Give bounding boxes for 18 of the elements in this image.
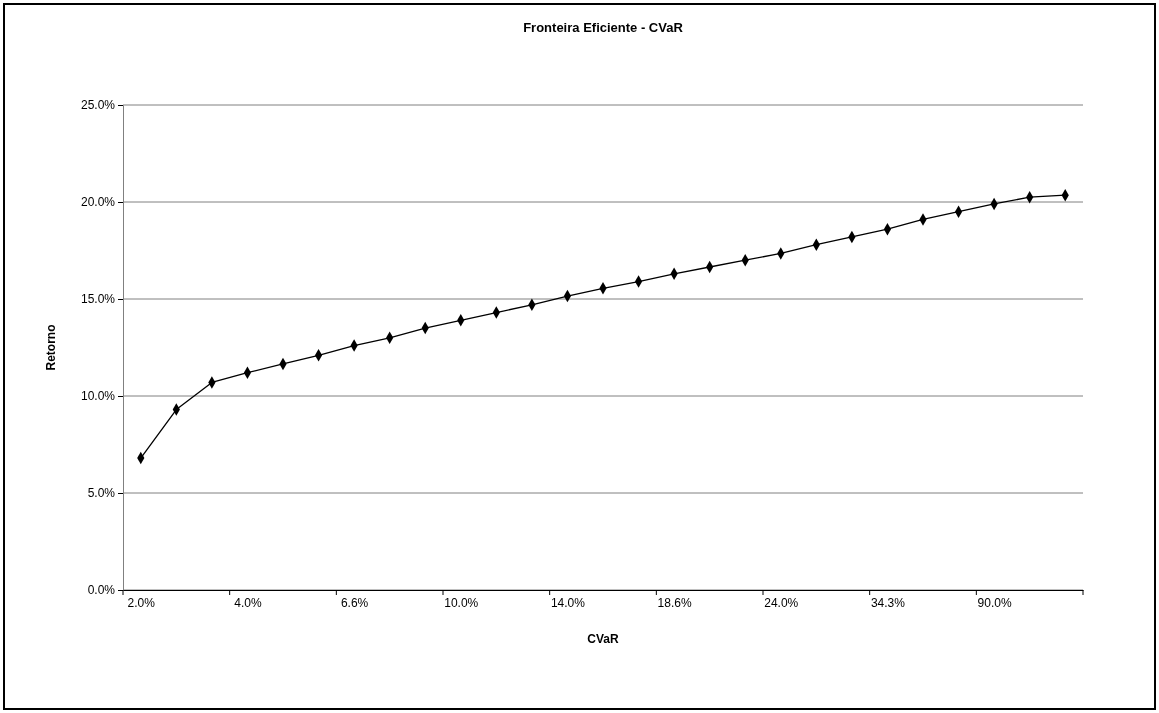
y-tick-label: 0.0% [87, 583, 116, 598]
y-tick-label: 20.0% [80, 195, 116, 210]
y-tick-label: 5.0% [87, 486, 116, 501]
x-tick-label: 90.0% [977, 596, 1012, 611]
y-tick-label: 25.0% [80, 98, 116, 113]
x-tick-label: 4.0% [234, 596, 262, 611]
x-tick-label: 18.6% [657, 596, 692, 611]
y-tick-label: 10.0% [80, 389, 116, 404]
chart-title: Fronteira Eficiente - CVaR [523, 20, 684, 35]
x-tick-label: 10.0% [444, 596, 479, 611]
x-tick-label: 6.6% [340, 596, 369, 611]
x-axis-title: CVaR [587, 632, 619, 646]
x-tick-label: 34.3% [870, 596, 906, 611]
x-tick-label: 2.0% [127, 596, 156, 611]
x-tick-label: 14.0% [550, 596, 586, 611]
x-tick-label: 24.0% [764, 596, 799, 611]
y-axis-title: Retorno [44, 324, 58, 371]
y-tick-label: 15.0% [80, 292, 116, 307]
